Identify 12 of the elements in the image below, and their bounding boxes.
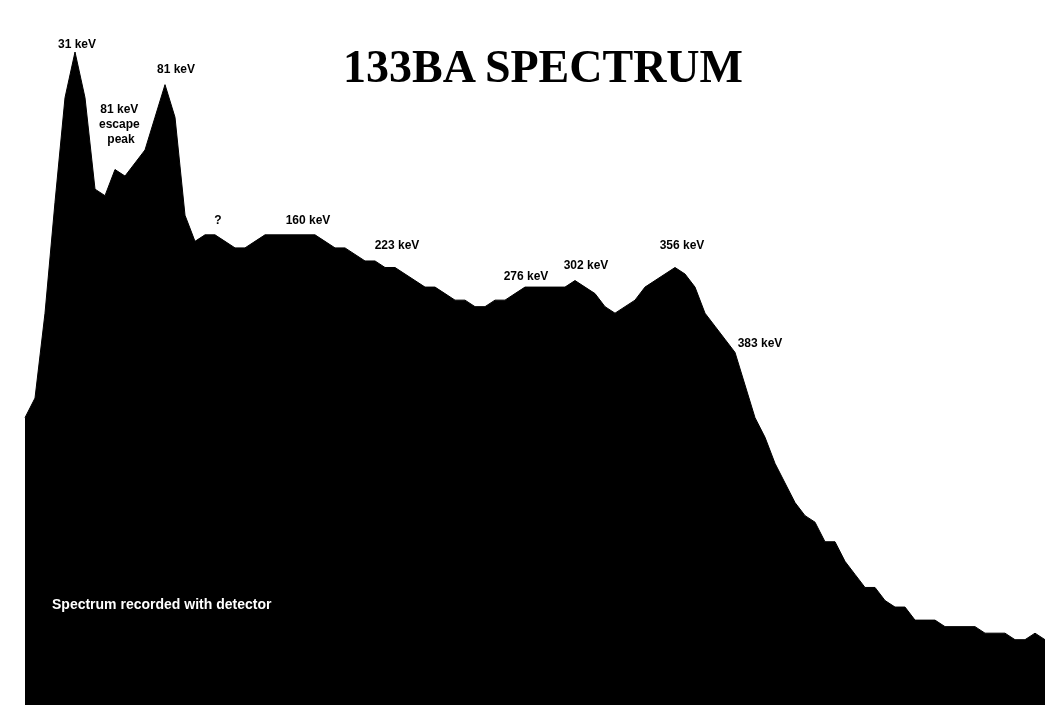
annotation: ?: [214, 213, 222, 227]
annotation: 81 keV: [156, 62, 196, 76]
annotation: 302 keV: [563, 258, 609, 272]
annotation: 160 keV: [285, 213, 331, 227]
annotation: Spectrum recorded with detector: [52, 596, 272, 612]
annotation: 276 keV: [503, 269, 549, 283]
annotation: 223 keV: [374, 238, 420, 252]
annotation: 383 keV: [737, 336, 783, 350]
text: 31 keV: [57, 37, 97, 51]
annotation: 356 keV: [659, 238, 705, 252]
chart-title: 133BA SPECTRUM: [343, 40, 743, 92]
annotation: 81 keV escape peak: [98, 102, 144, 146]
